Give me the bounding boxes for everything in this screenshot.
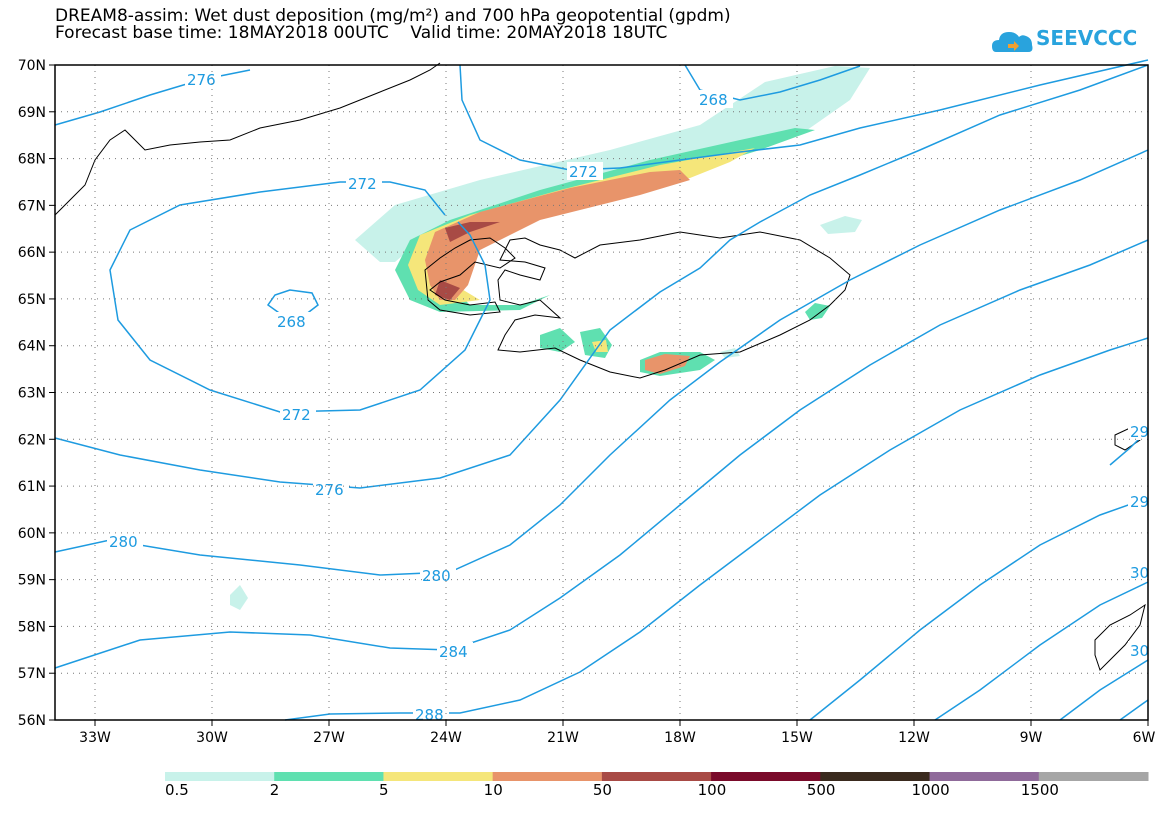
contour-label: 280	[109, 533, 138, 551]
contour-label: 268	[699, 91, 728, 109]
contour-label: 272	[348, 175, 377, 193]
longitude-label: 27W	[313, 730, 345, 746]
latitude-label: 57N	[18, 666, 46, 682]
contour-label: 30	[1130, 564, 1149, 582]
longitude-label: 24W	[430, 730, 462, 746]
latitude-label: 66N	[18, 245, 46, 261]
contour-labels: 276 268 272 272 268 272 276 280 280 284 …	[107, 70, 1149, 724]
latitude-label: 68N	[18, 152, 46, 168]
contour-label: 268	[277, 313, 306, 331]
map-title-line1: DREAM8-assim: Wet dust deposition (mg/m²…	[55, 6, 731, 26]
longitude-label: 6W	[1133, 730, 1156, 746]
colorbar-swatch	[820, 772, 931, 781]
colorbar-swatch	[929, 772, 1040, 781]
colorbar-label: 1000	[911, 781, 950, 799]
longitude-label: 21W	[547, 730, 579, 746]
longitude-label: 12W	[898, 730, 930, 746]
colorbar-swatch	[711, 772, 821, 781]
latitude-label: 58N	[18, 619, 46, 635]
colorbar-swatch	[601, 772, 712, 781]
longitude-label: 33W	[79, 730, 111, 746]
latitude-label: 67N	[18, 198, 46, 214]
latitude-label: 56N	[18, 713, 46, 729]
dust-deposition-shading	[230, 66, 870, 610]
colorbar-label: 10	[483, 781, 503, 799]
seevccc-logo: SEEVCCC	[990, 20, 1140, 60]
longitude-label: 15W	[781, 730, 813, 746]
contour-label: 29	[1130, 493, 1149, 511]
colorbar-swatch	[274, 772, 384, 781]
longitude-label: 18W	[664, 730, 696, 746]
contour-label: 29	[1130, 423, 1149, 441]
longitude-labels: 33W 30W 27W 24W 21W 18W 15W 12W 9W 6W	[79, 730, 1155, 746]
latitude-label: 60N	[18, 526, 46, 542]
map-title-line2: Forecast base time: 18MAY2018 00UTC Vali…	[55, 23, 668, 43]
axis-ticks	[49, 64, 1149, 726]
latitude-label: 59N	[18, 573, 46, 589]
colorbar-swatch	[492, 772, 603, 781]
latitude-label: 64N	[18, 339, 46, 355]
colorbar-label: 500	[806, 781, 836, 799]
colorbar-label: 0.5	[165, 781, 189, 799]
contour-label: 30	[1130, 642, 1149, 660]
gridlines	[55, 65, 1148, 720]
latitude-label: 63N	[18, 386, 46, 402]
colorbar-swatch	[383, 772, 494, 781]
colorbar-swatch	[1038, 772, 1149, 781]
latitude-label: 70N	[18, 58, 46, 74]
logo-text: SEEVCCC	[1036, 26, 1138, 50]
contour-label: 276	[187, 71, 216, 89]
latitude-labels: 70N 69N 68N 67N 66N 65N 64N 63N 62N 61N 60N 59N 58N 5…	[18, 58, 46, 729]
contour-label: 284	[439, 643, 468, 661]
colorbar	[165, 772, 1149, 781]
colorbar-label: 5	[378, 781, 389, 799]
latitude-label: 61N	[18, 479, 46, 495]
colorbar-label: 2	[269, 781, 280, 799]
latitude-label: 65N	[18, 292, 46, 308]
latitude-label: 62N	[18, 432, 46, 448]
contour-label: 272	[282, 406, 311, 424]
longitude-label: 30W	[196, 730, 228, 746]
contour-label: 280	[422, 567, 451, 585]
longitude-label: 9W	[1020, 730, 1043, 746]
colorbar-label: 50	[592, 781, 612, 799]
contour-label: 276	[315, 481, 344, 499]
contour-label: 288	[415, 706, 444, 724]
latitude-label: 69N	[18, 105, 46, 121]
colorbar-label: 1500	[1020, 781, 1059, 799]
colorbar-label: 100	[697, 781, 727, 799]
contour-label: 272	[569, 163, 598, 181]
colorbar-swatch	[165, 772, 275, 781]
cloud-icon	[992, 32, 1033, 52]
